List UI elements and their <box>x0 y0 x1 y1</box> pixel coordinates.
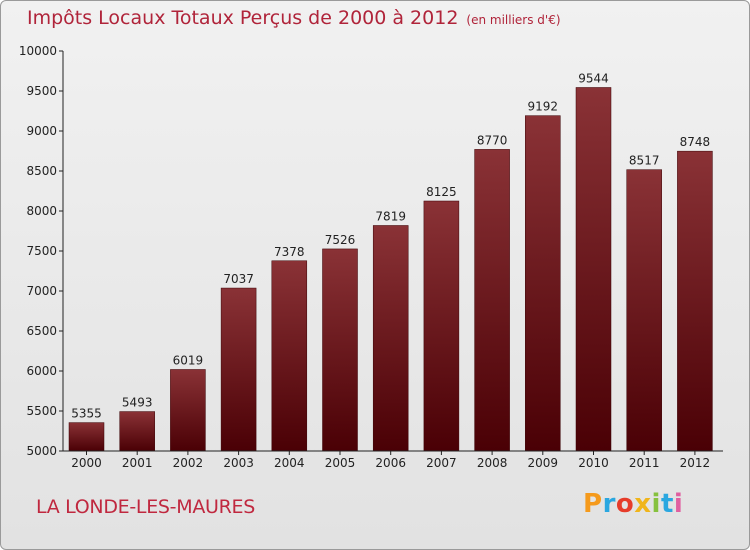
y-tick-label: 9500 <box>26 84 57 98</box>
x-tick-label-2004: 2004 <box>274 456 305 470</box>
y-tick-label: 5000 <box>26 444 57 458</box>
value-label-2001: 5493 <box>122 396 153 410</box>
logo-letter: t <box>660 489 674 519</box>
value-label-2011: 8517 <box>629 154 660 168</box>
chart-title: Impôts Locaux Totaux Perçus de 2000 à 20… <box>27 7 459 29</box>
value-labels: 5355 5493 6019 7037 7378 7526 7819 8125 8770 9192… <box>71 71 710 420</box>
bar-2007 <box>423 200 460 452</box>
y-tick-label: 10000 <box>19 44 57 58</box>
value-label-2010: 9544 <box>578 71 609 85</box>
bar-2008 <box>474 149 510 452</box>
bar-2012 <box>677 150 713 452</box>
value-label-2006: 7819 <box>375 209 406 223</box>
y-tick-label: 9000 <box>26 124 57 138</box>
title-block: Impôts Locaux Totaux Perçus de 2000 à 20… <box>27 7 561 29</box>
bar-2003 <box>220 287 257 452</box>
y-tick-label: 6000 <box>26 364 57 378</box>
x-tick-label-2002: 2002 <box>173 456 204 470</box>
value-label-2008: 8770 <box>477 133 508 147</box>
value-label-2002: 6019 <box>173 353 204 367</box>
bars <box>68 87 713 452</box>
logo-letter: i <box>673 489 684 519</box>
value-label-2007: 8125 <box>426 185 457 199</box>
chart-subtitle: (en milliers d'€) <box>466 13 561 27</box>
y-tick-label: 6500 <box>26 324 57 338</box>
value-label-2009: 9192 <box>528 100 559 114</box>
y-tick-label: 8000 <box>26 204 57 218</box>
value-label-2003: 7037 <box>223 272 254 286</box>
bar-2006 <box>372 225 409 452</box>
logo-letter: P <box>583 489 603 519</box>
bar-2010 <box>575 87 612 452</box>
value-label-2005: 7526 <box>325 233 356 247</box>
x-tick-label-2000: 2000 <box>71 456 102 470</box>
x-tick-label-2001: 2001 <box>122 456 153 470</box>
y-tick-label: 8500 <box>26 164 57 178</box>
y-tick-label: 7000 <box>26 284 57 298</box>
x-tick-label-2008: 2008 <box>477 456 508 470</box>
bar-2011 <box>626 169 662 452</box>
logo-letter: i <box>651 489 661 519</box>
value-label-2012: 8748 <box>680 135 711 149</box>
y-axis-ticks: 5000 5500 6000 6500 7000 7500 8000 8500 9000 9500… <box>19 44 63 458</box>
y-tick-label: 7500 <box>26 244 57 258</box>
proxiti-logo: Proxiti <box>583 489 683 519</box>
x-tick-label-2010: 2010 <box>578 456 609 470</box>
x-tick-label-2006: 2006 <box>375 456 406 470</box>
x-tick-label-2011: 2011 <box>629 456 660 470</box>
bar-2009 <box>525 115 561 452</box>
x-axis-labels: 2000 2001 2002 2003 2004 2005 2006 2007 2008 2009… <box>71 451 710 470</box>
logo-letter: x <box>634 489 652 519</box>
bar-2001 <box>119 411 155 452</box>
x-tick-label-2007: 2007 <box>426 456 457 470</box>
logo-letter: r <box>602 489 616 519</box>
x-tick-label-2003: 2003 <box>223 456 254 470</box>
bar-2004 <box>271 260 308 452</box>
value-label-2000: 5355 <box>71 407 102 421</box>
x-tick-label-2005: 2005 <box>325 456 356 470</box>
bar-2000 <box>68 422 105 452</box>
y-tick-label: 5500 <box>26 404 57 418</box>
logo-letter: o <box>615 489 635 519</box>
bar-2005 <box>322 248 358 452</box>
x-tick-label-2012: 2012 <box>680 456 711 470</box>
commune-name: LA LONDE-LES-MAURES <box>36 496 255 518</box>
bar-2002 <box>170 369 206 452</box>
value-label-2004: 7378 <box>274 245 305 259</box>
x-tick-label-2009: 2009 <box>528 456 559 470</box>
